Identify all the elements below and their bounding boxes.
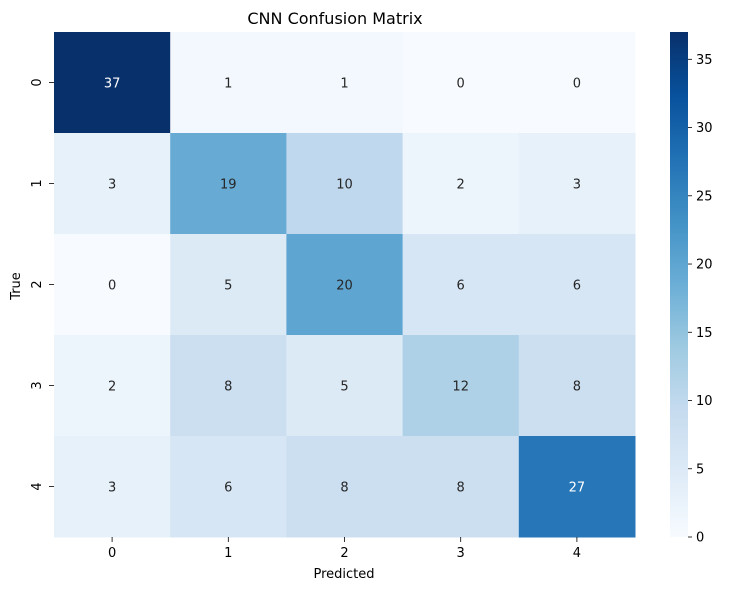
cell-value-label-3-3: 12 <box>452 380 469 395</box>
chart-title: CNN Confusion Matrix <box>247 9 422 28</box>
y-tick-label-2: 2 <box>30 280 45 288</box>
cell-value-label-0-4: 0 <box>573 77 581 92</box>
cell-value-label-0-2: 1 <box>340 77 348 92</box>
heatmap-cell-2-1 <box>170 234 287 336</box>
colorbar-tick-label-2: 10 <box>696 394 713 409</box>
colorbar-tick-label-1: 5 <box>696 462 704 477</box>
colorbar-tick-label-6: 30 <box>696 121 713 136</box>
colorbar-tick-label-4: 20 <box>696 258 713 273</box>
y-axis-label: True <box>9 272 24 301</box>
heatmap-cell-1-2 <box>286 133 404 235</box>
cell-value-label-3-2: 5 <box>340 380 348 395</box>
cell-value-label-3-1: 8 <box>224 380 232 395</box>
heatmap-cell-3-3 <box>402 335 520 437</box>
heatmap-cell-0-3 <box>402 32 520 134</box>
cell-value-label-3-4: 8 <box>573 380 581 395</box>
cell-value-label-1-2: 10 <box>336 178 353 193</box>
heatmap-cell-4-3 <box>402 436 520 538</box>
cell-value-label-4-3: 8 <box>457 481 465 496</box>
cell-value-label-2-2: 20 <box>336 279 353 294</box>
cell-value-label-1-1: 19 <box>220 178 237 193</box>
y-tick-label-3: 3 <box>30 381 45 389</box>
cell-value-label-2-1: 5 <box>224 279 232 294</box>
heatmap-cell-4-4 <box>518 436 636 538</box>
heatmap-cell-3-0 <box>54 335 171 437</box>
heatmap-cell-0-0 <box>54 32 171 134</box>
cell-value-label-0-0: 37 <box>104 77 121 92</box>
x-tick-label-4: 4 <box>573 546 581 561</box>
y-tick-label-0: 0 <box>30 78 45 86</box>
heatmap-cells: 37 1 1 0 03 19 10 2 30 5 20 6 62 8 5 12 83 6 8 8 27 <box>54 32 636 538</box>
cell-value-label-2-0: 0 <box>108 279 116 294</box>
heatmap-cell-4-2 <box>286 436 404 538</box>
heatmap-cell-0-4 <box>518 32 636 134</box>
colorbar <box>670 32 688 537</box>
colorbar-tick-label-3: 15 <box>696 326 713 341</box>
x-tick-label-3: 3 <box>457 546 465 561</box>
heatmap-cell-1-0 <box>54 133 171 235</box>
colorbar-tick-label-5: 25 <box>696 189 713 204</box>
x-tick-label-0: 0 <box>108 546 116 561</box>
y-tick-label-1: 1 <box>30 179 45 187</box>
cell-value-label-0-3: 0 <box>457 77 465 92</box>
x-tick-label-1: 1 <box>224 546 232 561</box>
x-tick-label-2: 2 <box>340 546 348 561</box>
cell-value-label-0-1: 1 <box>224 77 232 92</box>
cell-value-label-1-4: 3 <box>573 178 581 193</box>
x-axis-ticks: 0 1 2 3 4 <box>108 537 581 561</box>
heatmap-cell-2-2 <box>286 234 404 336</box>
cell-value-label-3-0: 2 <box>108 380 116 395</box>
x-axis-label: Predicted <box>313 567 374 582</box>
y-axis-ticks: 0 1 2 3 4 <box>30 78 54 491</box>
cell-value-label-4-1: 6 <box>224 481 232 496</box>
cell-value-label-2-4: 6 <box>573 279 581 294</box>
heatmap-cell-0-1 <box>170 32 287 134</box>
heatmap-cell-3-4 <box>518 335 636 437</box>
cell-value-label-2-3: 6 <box>457 279 465 294</box>
cell-value-label-4-2: 8 <box>340 481 348 496</box>
heatmap-cell-3-2 <box>286 335 404 437</box>
heatmap-cell-4-0 <box>54 436 171 538</box>
heatmap-cell-2-0 <box>54 234 171 336</box>
cell-value-label-1-3: 2 <box>457 178 465 193</box>
heatmap-cell-2-3 <box>402 234 520 336</box>
heatmap-cell-1-4 <box>518 133 636 235</box>
heatmap-cell-3-1 <box>170 335 287 437</box>
heatmap-cell-2-4 <box>518 234 636 336</box>
cell-value-label-4-4: 27 <box>569 481 586 496</box>
colorbar-ticks: 0 5 10 15 20 25 30 35 <box>688 53 713 546</box>
cell-value-label-4-0: 3 <box>108 481 116 496</box>
heatmap-cell-1-3 <box>402 133 520 235</box>
y-tick-label-4: 4 <box>30 482 45 490</box>
heatmap-cell-0-2 <box>286 32 404 134</box>
colorbar-tick-label-7: 35 <box>696 53 713 68</box>
cell-value-label-1-0: 3 <box>108 178 116 193</box>
colorbar-tick-label-0: 0 <box>696 531 704 546</box>
heatmap-cell-4-1 <box>170 436 287 538</box>
heatmap-cell-1-1 <box>170 133 287 235</box>
